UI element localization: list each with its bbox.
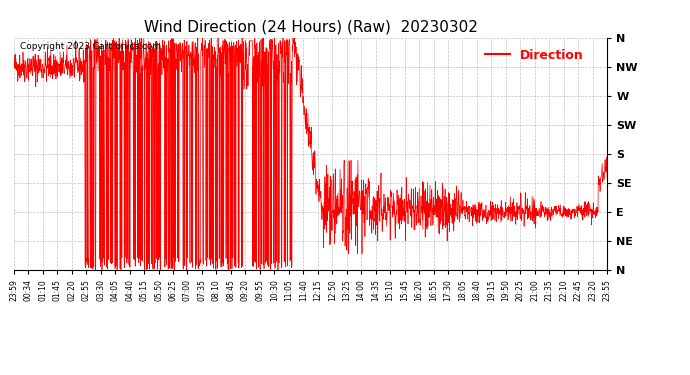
Text: Copyright 2023 Cartronics.com: Copyright 2023 Cartronics.com	[20, 42, 161, 51]
Legend: Direction: Direction	[480, 44, 589, 67]
Title: Wind Direction (24 Hours) (Raw)  20230302: Wind Direction (24 Hours) (Raw) 20230302	[144, 20, 477, 35]
